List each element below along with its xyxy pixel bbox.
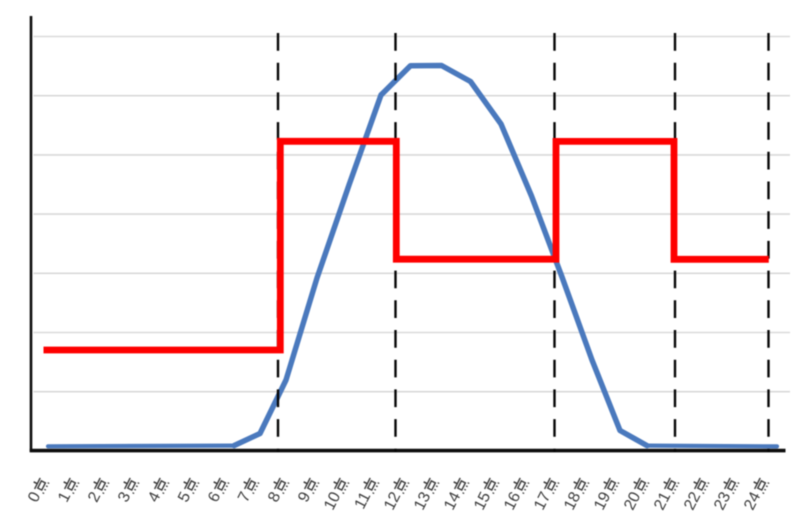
svg-text:5: 5 [175, 489, 194, 505]
svg-text:15: 15 [471, 489, 494, 513]
svg-text:6: 6 [205, 489, 224, 505]
svg-text:20: 20 [621, 489, 644, 513]
svg-text:24: 24 [741, 489, 764, 513]
svg-text:3: 3 [115, 489, 134, 505]
svg-text:11: 11 [352, 489, 375, 512]
svg-text:12: 12 [381, 489, 404, 513]
svg-text:9: 9 [295, 489, 314, 505]
svg-text:17: 17 [531, 489, 554, 513]
svg-text:16: 16 [501, 489, 524, 513]
svg-text:10: 10 [321, 489, 344, 513]
svg-text:13: 13 [411, 489, 434, 513]
svg-text:14: 14 [441, 489, 464, 513]
svg-text:8: 8 [265, 489, 284, 505]
svg-text:23: 23 [711, 489, 734, 513]
svg-text:4: 4 [145, 489, 164, 505]
svg-text:2: 2 [85, 489, 104, 505]
svg-text:0: 0 [25, 489, 44, 505]
svg-text:7: 7 [235, 489, 254, 505]
svg-text:18: 18 [561, 489, 584, 513]
svg-text:21: 21 [651, 489, 674, 513]
svg-text:1: 1 [55, 489, 74, 505]
svg-text:22: 22 [681, 489, 704, 513]
svg-text:19: 19 [591, 489, 614, 513]
